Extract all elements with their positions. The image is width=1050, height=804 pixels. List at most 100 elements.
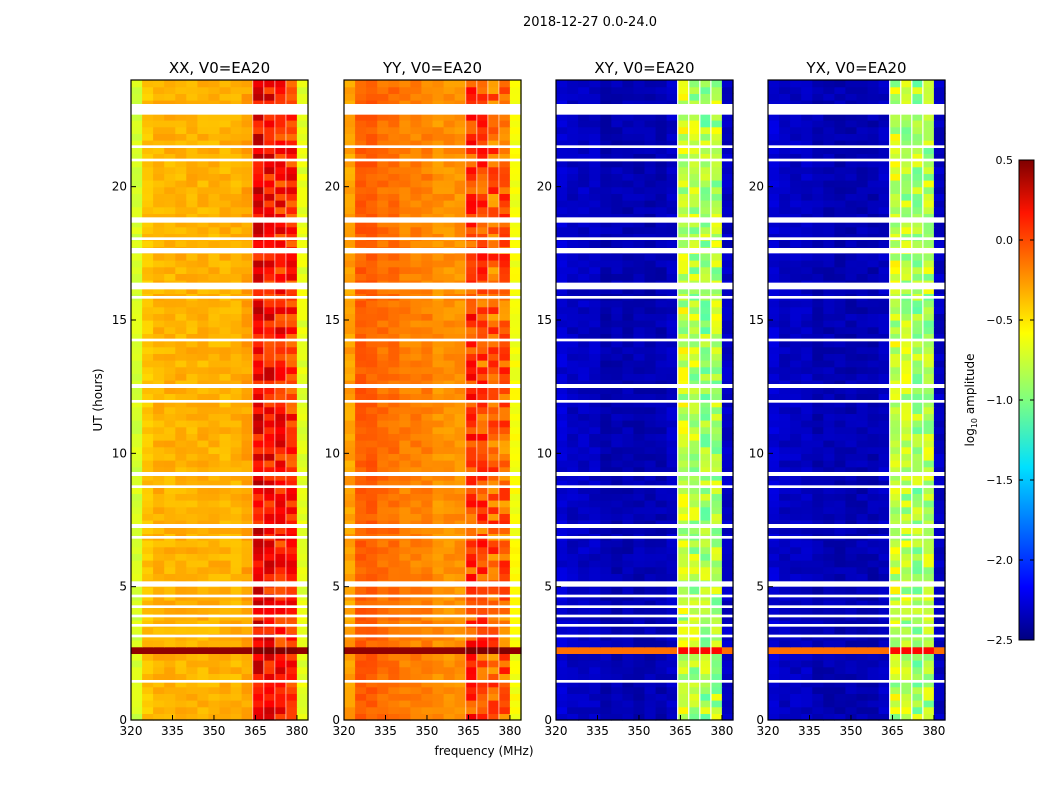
heatmap-cell bbox=[399, 673, 411, 680]
heatmap-cell bbox=[667, 493, 679, 500]
heatmap-cell bbox=[934, 707, 946, 714]
heatmap-cell bbox=[131, 553, 143, 560]
heatmap-cell bbox=[700, 80, 712, 87]
heatmap-cell bbox=[622, 207, 634, 214]
heatmap-cell bbox=[611, 500, 623, 507]
heatmap-cell bbox=[142, 433, 154, 440]
heatmap-cell bbox=[578, 693, 590, 700]
heatmap-cell bbox=[355, 327, 367, 334]
heatmap-cell bbox=[231, 407, 243, 414]
flagged-row bbox=[556, 680, 733, 683]
heatmap-cell bbox=[399, 367, 411, 374]
heatmap-cell bbox=[231, 167, 243, 174]
heatmap-cell bbox=[208, 407, 220, 414]
heatmap-cell bbox=[186, 687, 198, 694]
heatmap-cell bbox=[142, 420, 154, 427]
heatmap-cell bbox=[264, 660, 276, 667]
heatmap-cell bbox=[175, 640, 187, 647]
heatmap-cell bbox=[131, 307, 143, 314]
heatmap-cell bbox=[488, 167, 500, 174]
heatmap-cell bbox=[499, 260, 511, 267]
heatmap-cell bbox=[186, 707, 198, 714]
heatmap-cell bbox=[466, 133, 478, 140]
heatmap-cell bbox=[220, 227, 232, 234]
heatmap-cell bbox=[510, 693, 522, 700]
heatmap-cell bbox=[567, 587, 579, 594]
y-tick-label: 15 bbox=[112, 313, 127, 327]
heatmap-cell bbox=[700, 227, 712, 234]
heatmap-cell bbox=[455, 327, 467, 334]
heatmap-cell bbox=[711, 667, 723, 674]
heatmap-cell bbox=[444, 267, 456, 274]
heatmap-cell bbox=[433, 367, 445, 374]
heatmap-cell bbox=[477, 407, 489, 414]
heatmap-cell bbox=[567, 127, 579, 134]
heatmap-cell bbox=[556, 560, 568, 567]
heatmap-cell bbox=[768, 673, 780, 680]
heatmap-cell bbox=[388, 200, 400, 207]
heatmap-cell bbox=[556, 687, 568, 694]
heatmap-cell bbox=[410, 193, 422, 200]
heatmap-cell bbox=[857, 693, 869, 700]
heatmap-cell bbox=[275, 647, 287, 654]
heatmap-cell bbox=[801, 687, 813, 694]
heatmap-cell bbox=[801, 627, 813, 634]
heatmap-cell bbox=[711, 133, 723, 140]
heatmap-cell bbox=[722, 500, 734, 507]
heatmap-cell bbox=[377, 453, 389, 460]
heatmap-cell bbox=[722, 707, 734, 714]
heatmap-cell bbox=[131, 513, 143, 520]
heatmap-cell bbox=[678, 120, 690, 127]
heatmap-cell bbox=[388, 460, 400, 467]
heatmap-cell bbox=[131, 187, 143, 194]
heatmap-cell bbox=[164, 260, 176, 267]
heatmap-cell bbox=[388, 173, 400, 180]
heatmap-cell bbox=[711, 460, 723, 467]
heatmap-cell bbox=[455, 627, 467, 634]
heatmap-cell bbox=[779, 667, 791, 674]
heatmap-cell bbox=[399, 93, 411, 100]
heatmap-cell bbox=[499, 673, 511, 680]
heatmap-cell bbox=[656, 587, 668, 594]
heatmap-cell bbox=[208, 80, 220, 87]
heatmap-cell bbox=[253, 640, 265, 647]
heatmap-cell bbox=[275, 260, 287, 267]
heatmap-cell bbox=[131, 413, 143, 420]
heatmap-cell bbox=[242, 573, 254, 580]
heatmap-cell bbox=[297, 647, 309, 654]
heatmap-cell bbox=[567, 353, 579, 360]
heatmap-cell bbox=[377, 647, 389, 654]
heatmap-cell bbox=[689, 200, 701, 207]
heatmap-cell bbox=[242, 180, 254, 187]
heatmap-cell bbox=[466, 587, 478, 594]
heatmap-cell bbox=[231, 540, 243, 547]
heatmap-cell bbox=[444, 413, 456, 420]
heatmap-cell bbox=[355, 193, 367, 200]
x-axis-label: frequency (MHz) bbox=[434, 744, 533, 758]
heatmap-cell bbox=[611, 573, 623, 580]
heatmap-cell bbox=[466, 120, 478, 127]
heatmap-cell bbox=[455, 127, 467, 134]
heatmap-cell bbox=[421, 673, 433, 680]
heatmap-cell bbox=[344, 567, 356, 574]
heatmap-cell bbox=[556, 540, 568, 547]
heatmap-cell bbox=[275, 360, 287, 367]
heatmap-cell bbox=[253, 93, 265, 100]
heatmap-cell bbox=[153, 640, 165, 647]
heatmap-cell bbox=[355, 240, 367, 247]
heatmap-cell bbox=[131, 127, 143, 134]
heatmap-cell bbox=[410, 320, 422, 327]
heatmap-cell bbox=[466, 240, 478, 247]
heatmap-cell bbox=[868, 667, 880, 674]
heatmap-cell bbox=[410, 560, 422, 567]
heatmap-cell bbox=[477, 187, 489, 194]
heatmap-cell bbox=[600, 173, 612, 180]
heatmap-cell bbox=[253, 447, 265, 454]
heatmap-cell bbox=[153, 420, 165, 427]
heatmap-cell bbox=[455, 447, 467, 454]
heatmap-cell bbox=[768, 693, 780, 700]
heatmap-cell bbox=[297, 500, 309, 507]
heatmap-cell bbox=[355, 133, 367, 140]
heatmap-cell bbox=[645, 587, 657, 594]
heatmap-cell bbox=[131, 493, 143, 500]
